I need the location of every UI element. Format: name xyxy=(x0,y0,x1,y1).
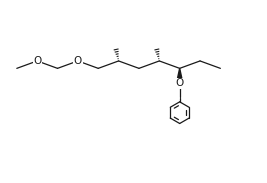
Text: O: O xyxy=(175,78,184,88)
Text: O: O xyxy=(33,56,41,66)
Polygon shape xyxy=(177,68,182,81)
Text: O: O xyxy=(74,56,82,66)
